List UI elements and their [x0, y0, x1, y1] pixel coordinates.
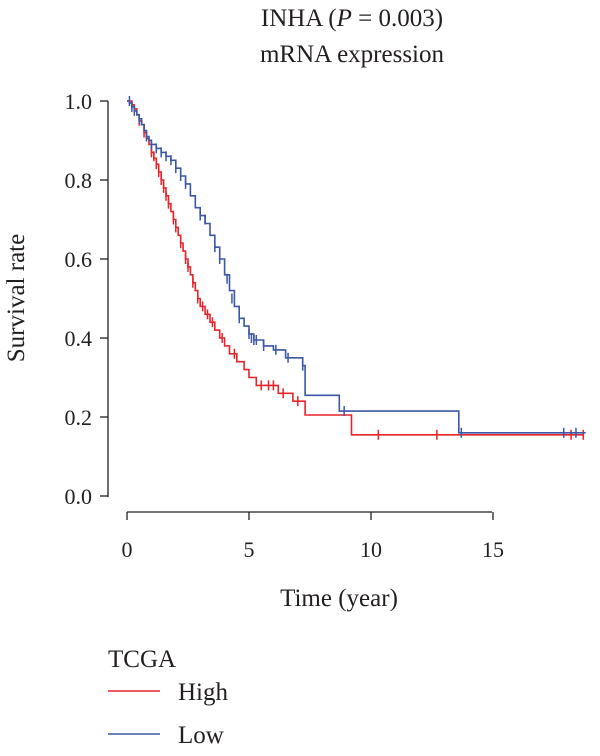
title-gene: INHA ( — [261, 5, 337, 32]
y-tick-label: 0.0 — [65, 484, 93, 509]
chart-title: INHA (P = 0.003) mRNA expression — [260, 5, 445, 68]
chart-title-line2: mRNA expression — [260, 41, 445, 68]
y-tick-label: 0.2 — [65, 405, 93, 430]
survival-curve-low — [127, 100, 586, 434]
chart-title-line1: INHA (P = 0.003) — [261, 5, 443, 32]
x-tick-label: 15 — [482, 537, 504, 562]
survival-curve-high — [127, 100, 584, 436]
y-tick-label: 0.4 — [65, 326, 93, 351]
y-tick-label: 0.8 — [65, 168, 93, 193]
x-axis-label: Time (year) — [280, 585, 398, 612]
x-axis-ticks: 0 5 10 15 — [122, 512, 504, 562]
series-low — [127, 96, 586, 438]
legend: TCGA High Low — [108, 646, 229, 749]
series-high — [127, 100, 585, 440]
y-axis-ticks: 0.0 0.2 0.4 0.6 0.8 1.0 — [65, 89, 108, 509]
y-axis-label: Survival rate — [3, 234, 30, 362]
y-tick-label: 1.0 — [65, 89, 93, 114]
title-p-symbol: P — [336, 5, 352, 32]
x-tick-label: 10 — [360, 537, 382, 562]
title-p-value: = 0.003) — [352, 5, 443, 32]
plot-area — [127, 96, 586, 440]
legend-title: TCGA — [108, 646, 176, 673]
legend-label-high: High — [178, 679, 229, 706]
y-tick-label: 0.6 — [65, 247, 93, 272]
legend-label-low: Low — [178, 722, 224, 749]
x-tick-label: 5 — [244, 537, 255, 562]
x-tick-label: 0 — [122, 537, 133, 562]
